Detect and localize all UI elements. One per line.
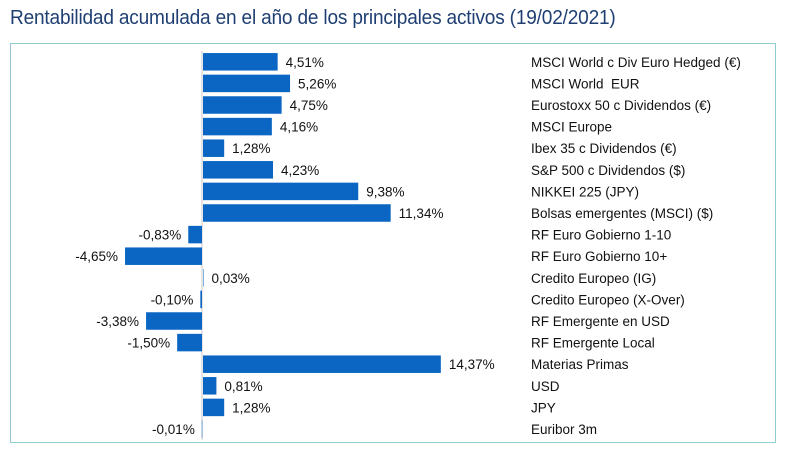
category-label: MSCI World EUR bbox=[531, 76, 640, 91]
data-label: 1,28% bbox=[232, 141, 270, 156]
data-label: 14,37% bbox=[449, 357, 495, 372]
category-label: Euribor 3m bbox=[531, 422, 597, 437]
category-label: Credito Europeo (IG) bbox=[531, 271, 656, 286]
category-label: RF Euro Gobierno 10+ bbox=[531, 249, 667, 264]
bar bbox=[203, 355, 441, 373]
data-label: 4,23% bbox=[281, 163, 319, 178]
data-label: 0,81% bbox=[224, 379, 262, 394]
bar bbox=[203, 139, 225, 157]
bar bbox=[203, 377, 217, 395]
category-label: RF Emergente en USD bbox=[531, 314, 670, 329]
data-label: 4,16% bbox=[280, 120, 318, 135]
bar bbox=[203, 269, 204, 287]
bar bbox=[203, 96, 282, 114]
data-label: 4,75% bbox=[290, 98, 328, 113]
category-label: Ibex 35 c Dividendos (€) bbox=[531, 141, 677, 156]
bar bbox=[203, 53, 278, 71]
bar bbox=[203, 117, 272, 136]
bar bbox=[200, 290, 202, 309]
bar bbox=[201, 420, 203, 438]
bar bbox=[125, 247, 202, 265]
bar bbox=[203, 398, 225, 417]
data-label: -0,10% bbox=[151, 292, 194, 307]
chart-frame bbox=[10, 43, 776, 443]
data-label: -0,01% bbox=[152, 422, 195, 437]
category-label: Bolsas emergentes (MSCI) ($) bbox=[531, 206, 713, 221]
category-label: RF Emergente Local bbox=[531, 336, 655, 351]
category-label: MSCI Europe bbox=[531, 120, 612, 135]
bar bbox=[203, 161, 274, 179]
bar bbox=[203, 204, 391, 222]
data-label: 9,38% bbox=[366, 184, 404, 199]
data-label: -1,50% bbox=[127, 336, 170, 351]
data-label: -0,83% bbox=[138, 228, 181, 243]
bar bbox=[203, 74, 291, 93]
category-label: Credito Europeo (X-Over) bbox=[531, 292, 685, 307]
data-label: 11,34% bbox=[399, 206, 444, 221]
data-label: 4,51% bbox=[286, 55, 324, 70]
data-label: 5,26% bbox=[298, 76, 336, 91]
category-label: JPY bbox=[531, 400, 556, 415]
chart-title: Rentabilidad acumulada en el año de los … bbox=[10, 6, 616, 29]
bar bbox=[188, 225, 202, 244]
category-label: Materias Primas bbox=[531, 357, 629, 372]
category-label: NIKKEI 225 (JPY) bbox=[531, 184, 639, 199]
data-label: 1,28% bbox=[232, 400, 270, 415]
bar bbox=[177, 333, 202, 352]
category-label: MSCI World c Div Euro Hedged (€) bbox=[531, 55, 741, 70]
category-label: USD bbox=[531, 379, 560, 394]
bar bbox=[146, 312, 202, 330]
category-label: RF Euro Gobierno 1-10 bbox=[531, 228, 671, 243]
data-label: -3,38% bbox=[96, 314, 139, 329]
bar bbox=[203, 182, 359, 201]
category-label: S&P 500 c Dividendos ($) bbox=[531, 163, 685, 178]
category-label: Eurostoxx 50 c Dividendos (€) bbox=[531, 98, 711, 113]
data-label: -4,65% bbox=[75, 249, 118, 264]
data-label: 0,03% bbox=[211, 271, 249, 286]
